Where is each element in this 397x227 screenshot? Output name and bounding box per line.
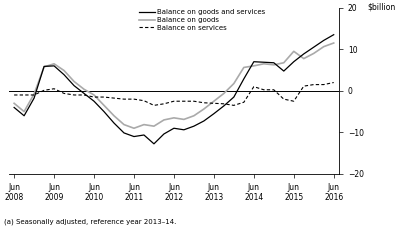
Text: (a) Seasonally adjusted, reference year 2013–14.: (a) Seasonally adjusted, reference year … — [4, 218, 176, 225]
Legend: Balance on goods and services, Balance on goods, Balance on services: Balance on goods and services, Balance o… — [138, 8, 267, 32]
Y-axis label: $billion: $billion — [368, 3, 396, 12]
